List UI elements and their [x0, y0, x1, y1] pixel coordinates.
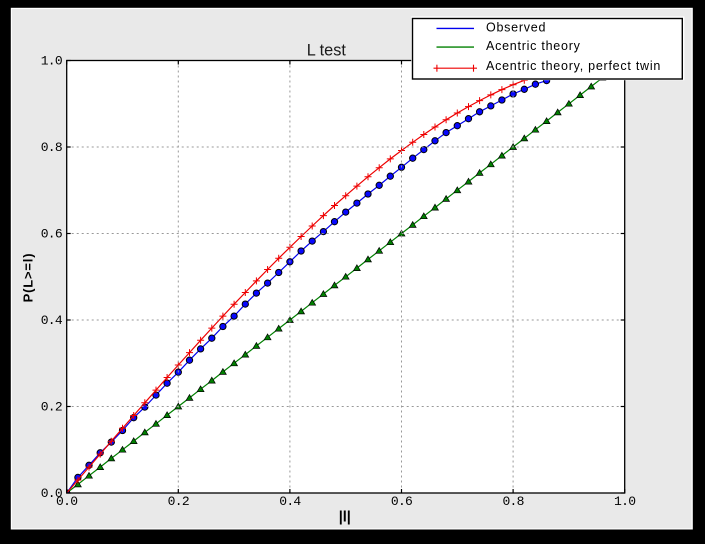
svg-text:P(L>=l): P(L>=l) [20, 253, 35, 303]
svg-text:0.6: 0.6 [41, 227, 62, 242]
svg-text:0.4: 0.4 [41, 313, 63, 328]
svg-text:0.2: 0.2 [41, 400, 62, 415]
svg-text:0.6: 0.6 [391, 494, 412, 509]
svg-text:|l|: |l| [339, 510, 351, 526]
svg-text:0.0: 0.0 [56, 494, 77, 509]
svg-text:0.8: 0.8 [41, 140, 62, 155]
svg-text:0.8: 0.8 [502, 494, 523, 509]
svg-text:Acentric theory: Acentric theory [486, 39, 581, 53]
svg-text:1.0: 1.0 [614, 494, 635, 509]
svg-text:0.4: 0.4 [279, 494, 301, 509]
svg-text:L test: L test [307, 41, 347, 59]
svg-text:Acentric theory, perfect twin: Acentric theory, perfect twin [486, 59, 661, 73]
svg-text:0.2: 0.2 [168, 494, 189, 509]
svg-text:1.0: 1.0 [41, 54, 62, 69]
svg-text:0.0: 0.0 [41, 486, 62, 501]
svg-text:Observed: Observed [486, 21, 546, 35]
